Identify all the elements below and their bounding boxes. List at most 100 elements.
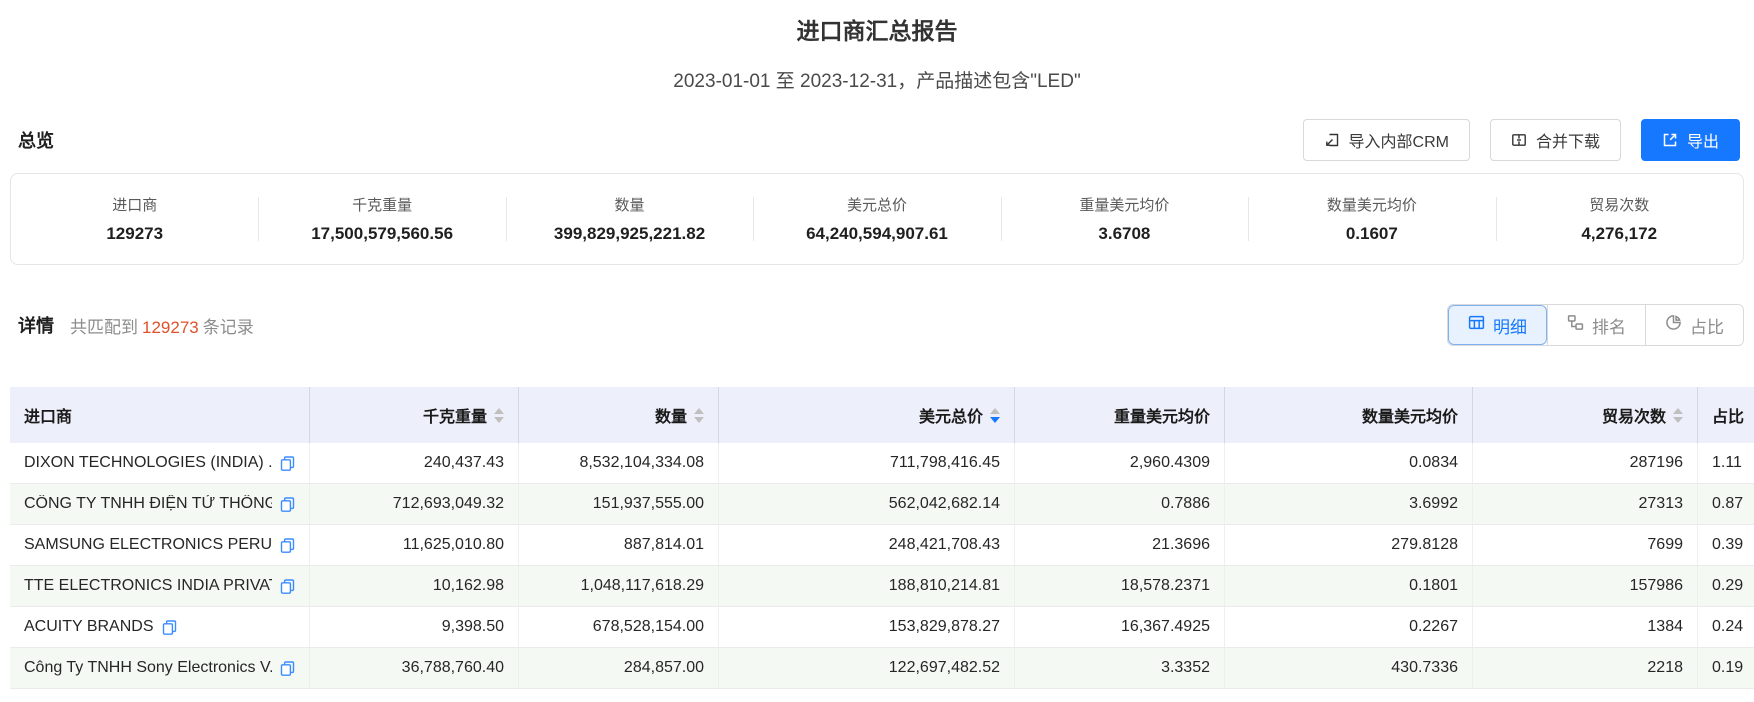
col-header-usd-total[interactable]: 美元总价 (719, 387, 1015, 443)
cell-usd-total: 153,829,878.27 (719, 607, 1015, 647)
view-tab-group: 明细 排名 占比 (1447, 304, 1744, 346)
cell-usd-total: 248,421,708.43 (719, 525, 1015, 565)
cell-proportion: 0.24 (1712, 618, 1744, 635)
col-header-usd-per-qty: 数量美元均价 (1225, 387, 1473, 443)
stat-value: 3.6708 (1098, 224, 1151, 243)
cell-usd-per-weight: 0.7886 (1015, 484, 1225, 524)
table-row: CÔNG TY TNHH ĐIỆN TỬ THÔNG... 712,693,049… (10, 484, 1754, 525)
merge-download-button[interactable]: 合并下载 (1489, 119, 1621, 161)
cell-usd-per-qty: 279.8128 (1225, 525, 1473, 565)
cell-usd-per-weight: 2,960.4309 (1015, 443, 1225, 483)
col-header-trade-count[interactable]: 贸易次数 (1473, 387, 1698, 443)
col-header-proportion: 占比 (1712, 409, 1745, 426)
stat-label: 数量 (614, 197, 645, 214)
cell-proportion: 0.19 (1712, 659, 1744, 676)
cell-usd-per-weight: 3.3352 (1015, 648, 1225, 688)
table-view-icon (1468, 314, 1485, 336)
overview-actions: 导入内部CRM 合并下载 导出 (1302, 119, 1740, 161)
cell-quantity: 8,532,104,334.08 (519, 443, 719, 483)
copy-icon[interactable] (280, 496, 295, 512)
import-crm-button[interactable]: 导入内部CRM (1302, 119, 1470, 161)
pie-chart-icon (1665, 314, 1682, 336)
importer-cell: Công Ty TNHH Sony Electronics V... (10, 648, 310, 688)
table-row: SAMSUNG ELECTRONICS PERU S... 11,625,010.… (10, 525, 1754, 566)
importer-cell: SAMSUNG ELECTRONICS PERU S... (10, 525, 310, 565)
import-crm-label: 导入内部CRM (1348, 134, 1449, 151)
col-header-usd-per-weight: 重量美元均价 (1015, 387, 1225, 443)
cell-trade-count: 2218 (1473, 648, 1698, 688)
cell-quantity: 151,937,555.00 (519, 484, 719, 524)
copy-icon[interactable] (280, 578, 295, 594)
cell-kg-weight: 36,788,760.40 (310, 648, 519, 688)
cell-kg-weight: 9,398.50 (310, 607, 519, 647)
cell-kg-weight: 10,162.98 (310, 566, 519, 606)
stat-value: 129273 (106, 224, 164, 243)
importer-cell: CÔNG TY TNHH ĐIỆN TỬ THÔNG... (10, 484, 310, 524)
merge-download-icon (1511, 132, 1527, 148)
ranking-view-icon (1567, 314, 1584, 336)
importer-name[interactable]: DIXON TECHNOLOGIES (INDIA) ... (24, 454, 272, 471)
stat-value: 17,500,579,560.56 (311, 224, 454, 243)
table-row: TTE ELECTRONICS INDIA PRIVAT... 10,162.98… (10, 566, 1754, 607)
copy-icon[interactable] (280, 537, 295, 553)
importer-cell: ACUITY BRANDS (10, 607, 310, 647)
cell-quantity: 284,857.00 (519, 648, 719, 688)
export-button[interactable]: 导出 (1640, 119, 1740, 161)
merge-download-label: 合并下载 (1535, 134, 1600, 151)
cell-proportion: 1.11 (1712, 454, 1742, 471)
stat-usd-total: 美元总价 64,240,594,907.61 (753, 188, 1000, 250)
tab-proportion[interactable]: 占比 (1645, 305, 1743, 345)
export-icon (1662, 132, 1678, 148)
sort-carets[interactable] (1673, 407, 1683, 423)
stat-label: 千克重量 (352, 197, 413, 214)
importer-name[interactable]: CÔNG TY TNHH ĐIỆN TỬ THÔNG... (24, 495, 272, 512)
cell-quantity: 887,814.01 (519, 525, 719, 565)
cell-usd-total: 711,798,416.45 (719, 443, 1015, 483)
sort-carets-active-desc[interactable] (990, 407, 1000, 423)
table-row: Công Ty TNHH Sony Electronics V... 36,788… (10, 648, 1754, 689)
cell-usd-per-weight: 16,367.4925 (1015, 607, 1225, 647)
cell-usd-per-weight: 18,578.2371 (1015, 566, 1225, 606)
details-bar: 详情 共匹配到 129273 条记录 明细 排名 (18, 303, 1744, 347)
details-heading: 详情 (18, 316, 54, 336)
stat-label: 数量美元均价 (1326, 197, 1417, 214)
cell-usd-per-weight: 21.3696 (1015, 525, 1225, 565)
cell-usd-per-qty: 0.2267 (1225, 607, 1473, 647)
sort-carets[interactable] (494, 407, 504, 423)
importer-name[interactable]: SAMSUNG ELECTRONICS PERU S... (24, 536, 272, 553)
cell-trade-count: 1384 (1473, 607, 1698, 647)
tab-detail-label: 明细 (1493, 317, 1527, 337)
cell-usd-per-qty: 3.6992 (1225, 484, 1473, 524)
match-record-text: 共匹配到 129273 条记录 (70, 313, 254, 338)
cell-proportion: 0.29 (1712, 577, 1744, 594)
sort-carets[interactable] (694, 407, 704, 423)
cell-proportion: 0.39 (1712, 536, 1744, 553)
cell-usd-per-qty: 430.7336 (1225, 648, 1473, 688)
tab-detail[interactable]: 明细 (1448, 305, 1547, 345)
copy-icon[interactable] (280, 660, 295, 676)
copy-icon[interactable] (280, 455, 295, 471)
copy-icon[interactable] (162, 619, 177, 635)
table-body: DIXON TECHNOLOGIES (INDIA) ... 240,437.43… (10, 443, 1754, 689)
overview-stats-panel: 进口商 129273 千克重量 17,500,579,560.56 数量 399… (10, 173, 1744, 265)
col-header-quantity[interactable]: 数量 (519, 387, 719, 443)
cell-usd-total: 122,697,482.52 (719, 648, 1015, 688)
cell-trade-count: 7699 (1473, 525, 1698, 565)
stat-kg-weight: 千克重量 17,500,579,560.56 (258, 188, 505, 250)
stat-quantity: 数量 399,829,925,221.82 (506, 188, 753, 250)
stat-value: 4,276,172 (1581, 224, 1658, 243)
importer-name[interactable]: TTE ELECTRONICS INDIA PRIVAT... (24, 577, 272, 594)
cell-kg-weight: 712,693,049.32 (310, 484, 519, 524)
cell-kg-weight: 11,625,010.80 (310, 525, 519, 565)
importer-name[interactable]: ACUITY BRANDS (24, 618, 154, 635)
cell-usd-per-qty: 0.1801 (1225, 566, 1473, 606)
importer-name[interactable]: Công Ty TNHH Sony Electronics V... (24, 659, 272, 676)
stat-trade-count: 贸易次数 4,276,172 (1496, 188, 1743, 250)
stat-value: 0.1607 (1345, 224, 1398, 243)
stat-label: 美元总价 (846, 197, 907, 214)
tab-ranking[interactable]: 排名 (1547, 305, 1645, 345)
cell-quantity: 678,528,154.00 (519, 607, 719, 647)
table-row: ACUITY BRANDS 9,398.50 678,528,154.00 153,8… (10, 607, 1754, 648)
col-header-kg-weight[interactable]: 千克重量 (310, 387, 519, 443)
cell-trade-count: 287196 (1473, 443, 1698, 483)
